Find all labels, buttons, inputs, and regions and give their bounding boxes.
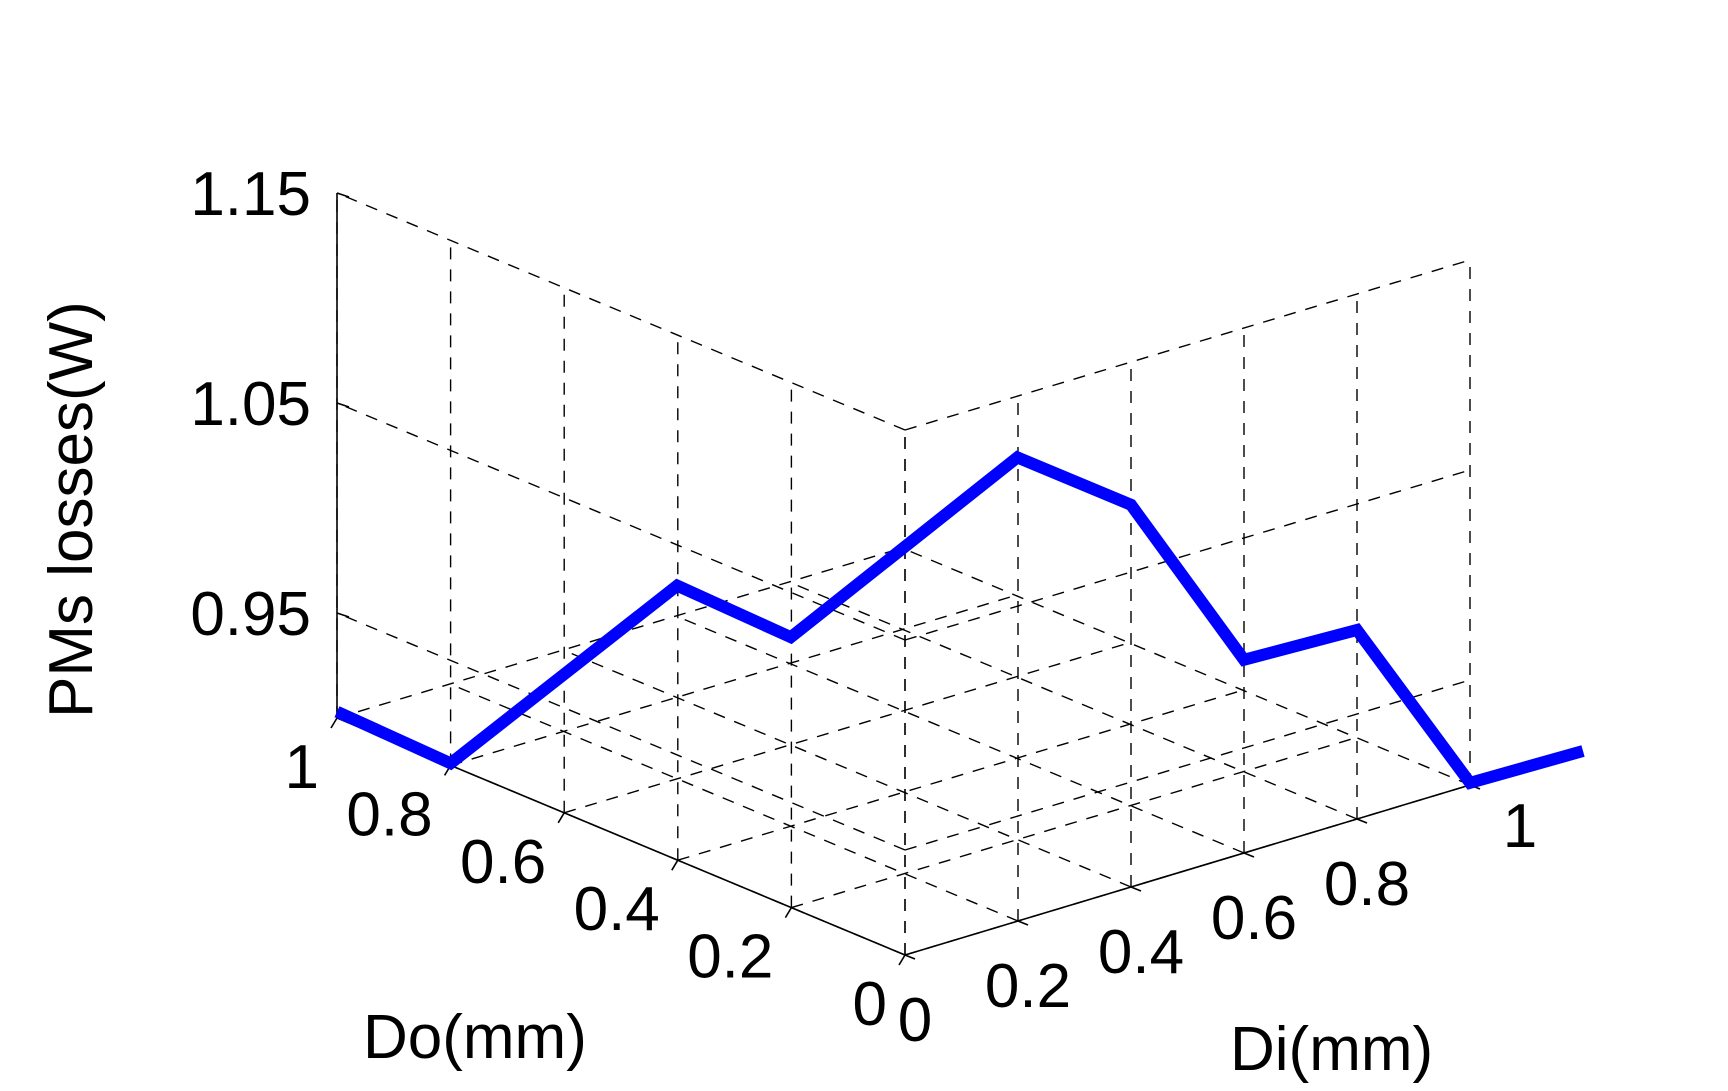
x-tick-mark — [671, 859, 679, 871]
tick-labels: 0 0.2 0.4 0.6 0.8 1 0 0.2 0.4 0.6 0.8 1 0.95 1.05 1.15 — [190, 160, 1537, 1055]
y-axis-label: Di(mm) — [1230, 1015, 1433, 1084]
x-axis-label: Do(mm) — [363, 1003, 587, 1072]
y-tick-label: 0.2 — [985, 952, 1071, 1021]
z-axis-label: PMs losses(W) — [37, 301, 106, 718]
x-tick-label: 1 — [285, 733, 319, 802]
y-tick-label: 0.6 — [1211, 884, 1297, 953]
floor-gridline — [563, 642, 1130, 814]
x-tick-label: 0.2 — [687, 923, 773, 992]
series-layer — [334, 450, 1585, 790]
floor-gridline — [562, 649, 1132, 888]
wall-gridline — [336, 192, 906, 431]
wall-gridline — [904, 679, 1471, 851]
z-tick-label: 1.05 — [190, 370, 311, 439]
floor-gridline — [449, 683, 1019, 922]
z-tick-mark — [336, 192, 350, 198]
floor-gridline — [788, 581, 1358, 820]
x-tick-mark — [330, 717, 338, 729]
z-tick-mark — [336, 612, 350, 618]
y-tick-mark — [1130, 886, 1142, 892]
y-tick-label: 0.4 — [1098, 918, 1184, 987]
x-tick-label: 0.4 — [574, 875, 660, 944]
z-tick-label: 0.95 — [190, 580, 311, 649]
y-tick-label: 0.8 — [1324, 850, 1410, 919]
x-tick-mark — [898, 954, 906, 966]
wall-gridline — [336, 612, 906, 851]
x-tick-mark — [784, 907, 793, 919]
wall-gridline — [904, 469, 1471, 641]
y-tick-label: 0 — [898, 986, 932, 1055]
y-axis-line — [904, 784, 1471, 956]
y-tick-mark — [1243, 852, 1255, 858]
y-tick-mark — [1356, 818, 1368, 824]
series-line — [334, 450, 1585, 790]
x-tick-mark — [557, 812, 565, 824]
floor-gridline — [677, 689, 1244, 861]
y-tick-mark — [904, 954, 916, 960]
floor-gridline — [901, 547, 1471, 786]
floor-gridline — [791, 736, 1357, 909]
wall-gridline — [336, 402, 906, 641]
y-tick-mark — [1017, 920, 1029, 926]
x-tick-label: 0.6 — [460, 828, 546, 897]
z-tick-label: 1.15 — [190, 160, 311, 229]
z-tick-mark — [336, 402, 350, 408]
floor-gridline — [450, 594, 1016, 767]
floor-gridline — [675, 615, 1245, 854]
x-tick-label: 0.8 — [346, 780, 432, 849]
y-tick-label: 1 — [1503, 792, 1537, 861]
wall-gridline — [904, 259, 1471, 431]
x-tick-label: 0 — [853, 970, 887, 1039]
